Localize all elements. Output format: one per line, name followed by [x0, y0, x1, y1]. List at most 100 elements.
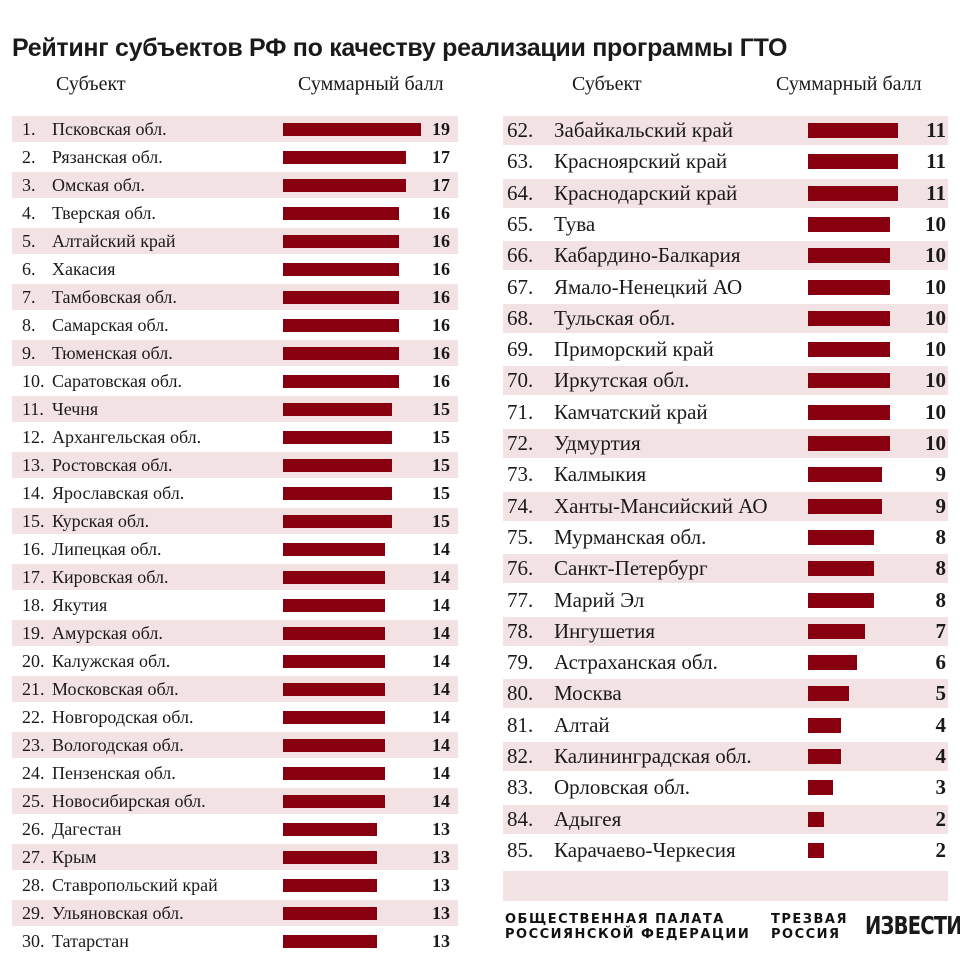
rank-label: 85. — [507, 837, 534, 862]
rank-label: 64. — [507, 180, 534, 205]
score-value: 14 — [432, 567, 450, 587]
subject-label: Ингушетия — [554, 618, 656, 643]
rank-label: 21. — [22, 679, 45, 699]
logo-public-chamber-line2: РОССИЯНСКОЙ ФЕДЕРАЦИИ — [505, 927, 751, 942]
subject-label: Мурманская обл. — [554, 524, 707, 549]
table-row: 23. Вологодская обл. 14 — [12, 732, 458, 758]
table-row: 7. Тамбовская обл. 16 — [12, 284, 458, 310]
subject-label: Вологодская обл. — [52, 735, 184, 755]
subject-label: Калмыкия — [554, 462, 647, 487]
table-row: 15. Курская обл. 15 — [12, 508, 458, 534]
table-row: 16. Липецкая обл. 14 — [12, 536, 458, 562]
subject-label: Красноярский край — [554, 149, 728, 174]
subject-label: Новгородская обл. — [52, 707, 194, 727]
score-value: 14 — [432, 651, 450, 671]
score-bar — [283, 766, 385, 780]
subject-label: Краснодарский край — [554, 180, 738, 205]
score-bar — [283, 934, 378, 948]
score-bar — [283, 682, 385, 696]
score-bar — [283, 906, 378, 920]
score-bar — [808, 686, 849, 702]
score-value: 14 — [432, 595, 450, 615]
score-bar — [808, 185, 899, 201]
score-value: 11 — [926, 149, 946, 174]
table-row: 77. Марий Эл 8 — [503, 586, 948, 615]
score-bar — [283, 206, 400, 220]
score-value: 2 — [935, 806, 947, 831]
table-row: 30. Татарстан 13 — [12, 928, 458, 954]
subject-label: Ростовская обл. — [52, 455, 173, 475]
rank-label: 19. — [22, 623, 45, 643]
rank-label: 29. — [22, 903, 45, 923]
rank-label: 84. — [507, 806, 534, 831]
score-bar — [283, 570, 385, 584]
score-value: 10 — [925, 431, 946, 455]
score-bar — [283, 626, 385, 640]
score-value: 16 — [432, 371, 450, 391]
rank-label: 75. — [507, 524, 534, 549]
table-row: 28. Ставропольский край 13 — [12, 872, 458, 898]
score-value: 14 — [432, 763, 450, 783]
subject-label: Псковская обл. — [52, 119, 167, 139]
score-value: 16 — [432, 287, 450, 307]
score-bar — [283, 430, 392, 444]
score-value: 15 — [432, 455, 450, 475]
rank-label: 70. — [507, 368, 534, 393]
score-bar — [283, 318, 400, 332]
rank-label: 80. — [507, 681, 534, 706]
subject-label: Кабардино-Балкария — [554, 243, 741, 268]
table-row: 20. Калужская обл. 14 — [12, 648, 458, 674]
score-bar — [808, 123, 899, 138]
logo-izvestia: ИЗВЕСТИЯ — [865, 911, 960, 940]
table-row: 71. Камчатский край 10 — [503, 398, 948, 427]
score-bar — [808, 154, 899, 170]
score-value: 2 — [935, 837, 947, 862]
rank-label: 16. — [22, 539, 45, 559]
table-row: 5. Алтайский край 16 — [12, 228, 458, 254]
subject-label: Приморский край — [554, 337, 714, 362]
score-value: 16 — [432, 231, 450, 251]
table-row: 25. Новосибирская обл. 14 — [12, 788, 458, 814]
score-bar — [283, 122, 421, 136]
logo-public-chamber: ОБЩЕСТВЕННАЯ ПАЛАТА РОССИЯНСКОЙ ФЕДЕРАЦИ… — [505, 912, 750, 942]
column-header-subject-left: Субъект — [56, 73, 126, 95]
subject-label: Амурская обл. — [52, 623, 163, 643]
subject-label: Забайкальский край — [554, 118, 734, 142]
score-bar — [283, 150, 407, 164]
table-row: 73. Калмыкия 9 — [503, 460, 948, 489]
score-bar — [283, 710, 385, 724]
score-bar — [283, 178, 407, 192]
table-row: 69. Приморский край 10 — [503, 335, 948, 364]
score-value: 13 — [432, 875, 450, 895]
rank-label: 26. — [22, 819, 45, 839]
score-value: 11 — [926, 180, 946, 205]
subject-label: Санкт-Петербург — [554, 556, 708, 581]
score-value: 3 — [935, 775, 947, 800]
score-bar — [283, 402, 392, 416]
table-row: 74. Ханты-Мансийский АО 9 — [503, 491, 948, 521]
table-row: 63. Красноярский край 11 — [503, 147, 948, 176]
score-value: 7 — [935, 618, 947, 643]
subject-label: Калужская обл. — [52, 651, 171, 671]
score-bar — [808, 592, 874, 608]
subject-label: Тверская обл. — [52, 203, 156, 223]
logo-sober-russia: ТРЕЗВАЯ РОССИЯ — [771, 912, 848, 942]
subject-label: Рязанская обл. — [52, 147, 163, 167]
rank-label: 20. — [22, 651, 45, 671]
table-row: 76. Санкт-Петербург 8 — [503, 554, 948, 584]
score-bar — [808, 842, 825, 858]
rank-label: 28. — [22, 875, 45, 895]
logo-public-chamber-line1: ОБЩЕСТВЕННАЯ ПАЛАТА — [505, 912, 725, 927]
score-value: 10 — [925, 368, 946, 393]
table-row: 27. Крым 13 — [12, 844, 458, 870]
rank-label: 83. — [507, 775, 534, 800]
table-row: 24. Пензенская обл. 14 — [12, 760, 458, 786]
score-value: 15 — [432, 427, 450, 447]
rank-label: 15. — [22, 511, 45, 531]
table-row: 2. Рязанская обл. 17 — [12, 144, 458, 170]
score-value: 14 — [432, 735, 450, 755]
score-value: 14 — [432, 539, 450, 559]
column-header-score-right: Суммарный балл — [776, 73, 922, 95]
subject-label: Тюменская обл. — [52, 343, 173, 363]
score-bar — [283, 234, 400, 248]
